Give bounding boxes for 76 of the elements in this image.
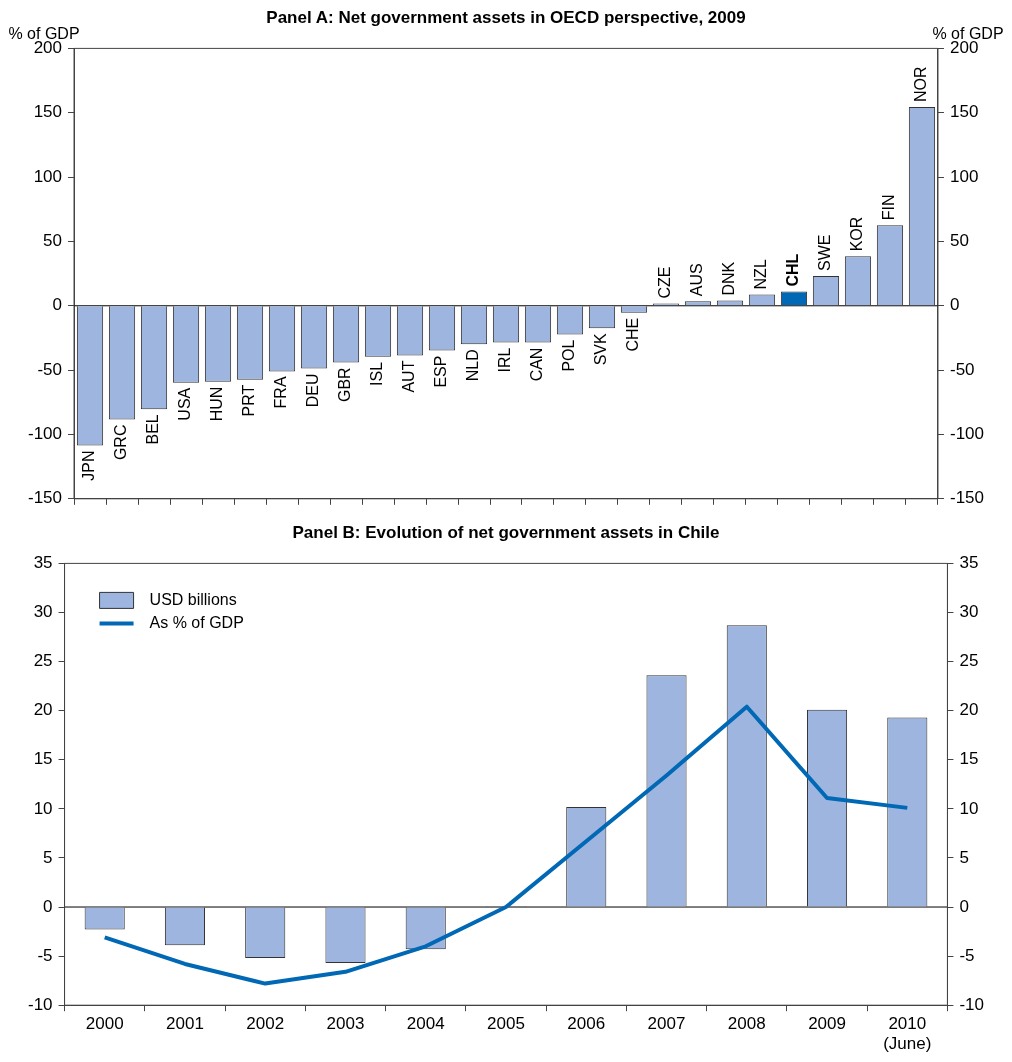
- y2-tick-label: 35: [959, 553, 979, 573]
- y-tick-label: 15: [33, 749, 53, 769]
- x-tick-label: 2007: [647, 1014, 686, 1034]
- category-label: FIN: [880, 194, 898, 221]
- y2-tick-label: 150: [949, 102, 979, 122]
- y-tick-label: 100: [33, 166, 63, 186]
- category-label: KOR: [848, 216, 866, 252]
- category-label: BEL: [144, 414, 162, 445]
- y-tick-label: 10: [33, 798, 53, 818]
- x-tick-label: 2003: [326, 1014, 365, 1034]
- category-label: CZE: [656, 266, 674, 299]
- category-label: GBR: [336, 367, 354, 403]
- chart-title: Panel B: Evolution of net government assets in Chile: [292, 522, 720, 542]
- category-label: NOR: [912, 66, 930, 103]
- category-label: GRC: [112, 424, 130, 461]
- y-tick-label: 150: [33, 102, 63, 122]
- y2-tick-label: -5: [959, 945, 975, 965]
- category-label: DNK: [720, 261, 738, 296]
- y2-tick-label: 0: [959, 896, 969, 916]
- category-label: AUS: [688, 263, 706, 297]
- y2-tick-label: -10: [959, 994, 985, 1014]
- category-label: CHL: [784, 253, 802, 287]
- x-tick-label: 2009: [808, 1014, 846, 1034]
- y2-tick-label: 20: [959, 700, 979, 720]
- y-tick-label: 30: [33, 602, 53, 622]
- y2-tick-label: 50: [949, 231, 969, 251]
- y-tick-label: -10: [27, 994, 53, 1014]
- legend-label: As % of GDP: [149, 613, 244, 631]
- y-tick-label: 0: [43, 896, 53, 916]
- category-label: ESP: [432, 355, 450, 388]
- category-label: USA: [176, 387, 194, 421]
- x-tick-label: 2006: [567, 1014, 606, 1034]
- y2-tick-label: 100: [949, 166, 979, 186]
- y2-tick-label: 10: [959, 798, 979, 818]
- x-tick-label: 2004: [406, 1014, 445, 1034]
- category-label: SVK: [592, 333, 610, 366]
- y2-tick-label: -50: [949, 359, 975, 379]
- y2-tick-label: 30: [959, 602, 979, 622]
- category-label: POL: [560, 339, 578, 372]
- y-tick-label: 20: [33, 700, 53, 720]
- category-label: IRL: [496, 347, 514, 373]
- legend-label: USD billions: [149, 590, 237, 608]
- category-label: HUN: [208, 386, 226, 422]
- category-label: ISL: [368, 361, 386, 386]
- x-tick-label: 2008: [727, 1014, 766, 1034]
- category-label: NZL: [752, 259, 770, 290]
- y2-tick-label: 5: [959, 847, 969, 867]
- y2-tick-label: 15: [959, 749, 979, 769]
- category-label: PRT: [240, 384, 258, 417]
- x-tick-label: 2010 (June): [883, 1014, 932, 1054]
- category-label: NLD: [464, 349, 482, 382]
- y2-tick-label: 0: [949, 295, 960, 315]
- y-tick-label: -150: [27, 488, 63, 508]
- y-tick-label: 25: [33, 651, 53, 671]
- category-label: JPN: [80, 450, 98, 481]
- y-tick-label: 5: [43, 847, 53, 867]
- y-tick-label: -50: [37, 359, 63, 379]
- chart-title: Panel A: Net government assets in OECD perspective, 2009: [266, 7, 746, 27]
- y-tick-label: -5: [37, 945, 53, 965]
- category-label: CHE: [624, 317, 642, 352]
- category-label: CAN: [528, 347, 546, 382]
- x-tick-label: 2005: [487, 1014, 525, 1034]
- category-label: FRA: [272, 376, 290, 409]
- y2-tick-label: -150: [949, 488, 985, 508]
- y2-tick-label: -100: [949, 424, 985, 444]
- x-tick-label: 2001: [166, 1014, 204, 1034]
- y-tick-label: -100: [27, 424, 63, 444]
- category-label: AUT: [400, 360, 418, 393]
- x-tick-label: 2000: [85, 1014, 124, 1034]
- category-label: SWE: [816, 234, 834, 271]
- y-tick-label: 0: [52, 295, 63, 315]
- x-tick-label: 2002: [246, 1014, 285, 1034]
- category-label: DEU: [304, 373, 322, 408]
- y-tick-label: 35: [33, 553, 53, 573]
- y2-tick-label: 25: [959, 651, 979, 671]
- y-tick-label: 50: [43, 231, 63, 251]
